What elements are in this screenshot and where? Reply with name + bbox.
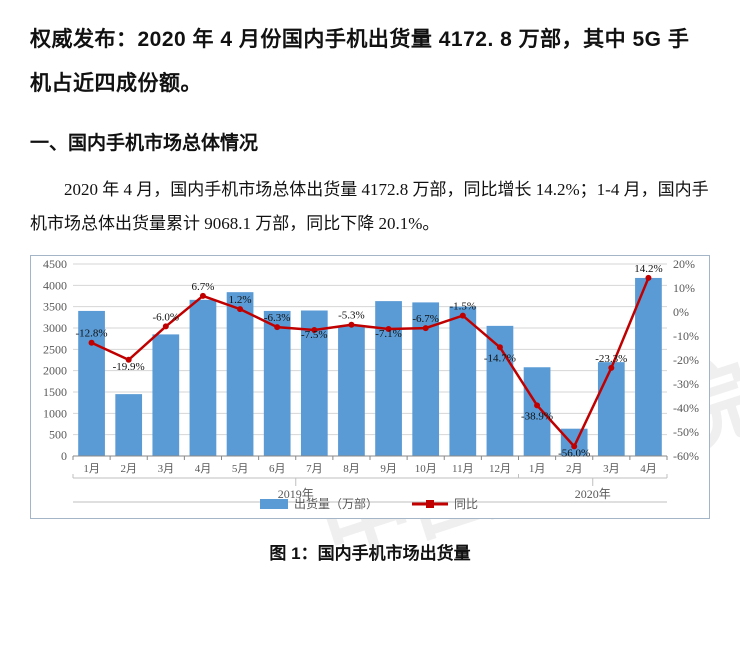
svg-text:2020年: 2020年 bbox=[575, 487, 611, 501]
svg-text:1月: 1月 bbox=[529, 463, 546, 475]
svg-text:10月: 10月 bbox=[415, 463, 437, 475]
svg-text:2500: 2500 bbox=[43, 343, 67, 357]
svg-text:-6.0%: -6.0% bbox=[153, 312, 180, 324]
shipments-chart: 0 500 1000 1500 2000 2500 3000 3500 4000 4500 -60%… bbox=[31, 256, 709, 518]
svg-text:同比: 同比 bbox=[454, 497, 478, 511]
svg-text:-7.5%: -7.5% bbox=[301, 329, 328, 341]
svg-text:2月: 2月 bbox=[566, 463, 583, 475]
svg-text:0: 0 bbox=[61, 449, 67, 463]
chart-container: 0 500 1000 1500 2000 2500 3000 3500 4000 4500 -60%… bbox=[30, 255, 710, 519]
figure-1-caption: 图 1：国内手机市场出货量 bbox=[30, 539, 710, 564]
svg-text:12月: 12月 bbox=[489, 463, 511, 475]
section-title-1: 一、国内手机市场总体情况 bbox=[30, 128, 710, 155]
svg-text:3000: 3000 bbox=[43, 321, 67, 335]
svg-text:2月: 2月 bbox=[120, 463, 137, 475]
svg-text:9月: 9月 bbox=[380, 463, 397, 475]
svg-text:-5.3%: -5.3% bbox=[338, 310, 365, 322]
svg-text:-1.5%: -1.5% bbox=[450, 301, 477, 313]
svg-text:-12.8%: -12.8% bbox=[76, 328, 108, 340]
svg-text:出货量（万部）: 出货量（万部） bbox=[294, 496, 378, 511]
svg-text:1500: 1500 bbox=[43, 385, 67, 399]
svg-text:20%: 20% bbox=[673, 257, 695, 271]
svg-text:-50%: -50% bbox=[673, 425, 699, 439]
headline: 权威发布：2020 年 4 月份国内手机出货量 4172. 8 万部，其中 5G… bbox=[30, 18, 710, 106]
svg-text:-7.1%: -7.1% bbox=[375, 328, 402, 340]
svg-text:-6.7%: -6.7% bbox=[412, 313, 439, 325]
svg-text:4月: 4月 bbox=[640, 463, 657, 475]
svg-text:1000: 1000 bbox=[43, 407, 67, 421]
svg-text:6.7%: 6.7% bbox=[191, 281, 214, 293]
svg-text:0%: 0% bbox=[673, 305, 689, 319]
svg-text:-40%: -40% bbox=[673, 401, 699, 415]
svg-text:4500: 4500 bbox=[43, 257, 67, 271]
svg-text:3500: 3500 bbox=[43, 300, 67, 314]
svg-text:5月: 5月 bbox=[232, 463, 249, 475]
svg-text:7月: 7月 bbox=[306, 463, 323, 475]
svg-text:1月: 1月 bbox=[83, 463, 100, 475]
svg-text:-19.9%: -19.9% bbox=[113, 361, 145, 373]
svg-text:-10%: -10% bbox=[673, 329, 699, 343]
svg-text:-23.3%: -23.3% bbox=[595, 353, 627, 365]
svg-text:-6.3%: -6.3% bbox=[264, 312, 291, 324]
svg-text:-60%: -60% bbox=[673, 449, 699, 463]
svg-text:500: 500 bbox=[49, 428, 67, 442]
svg-text:-56.0%: -56.0% bbox=[558, 448, 590, 460]
svg-text:3月: 3月 bbox=[603, 463, 620, 475]
svg-text:2000: 2000 bbox=[43, 364, 67, 378]
svg-text:-30%: -30% bbox=[673, 377, 699, 391]
svg-text:1.2%: 1.2% bbox=[229, 294, 252, 306]
svg-text:-38.9%: -38.9% bbox=[521, 411, 553, 423]
svg-text:4000: 4000 bbox=[43, 279, 67, 293]
svg-text:11月: 11月 bbox=[452, 463, 474, 475]
svg-text:8月: 8月 bbox=[343, 463, 360, 475]
svg-text:4月: 4月 bbox=[195, 463, 212, 475]
svg-text:-20%: -20% bbox=[673, 353, 699, 367]
svg-text:3月: 3月 bbox=[158, 463, 175, 475]
section1-paragraph: 2020 年 4 月，国内手机市场总体出货量 4172.8 万部，同比增长 14… bbox=[30, 173, 710, 241]
svg-text:10%: 10% bbox=[673, 281, 695, 295]
svg-text:14.2%: 14.2% bbox=[634, 263, 662, 275]
svg-text:6月: 6月 bbox=[269, 463, 286, 475]
svg-text:-14.7%: -14.7% bbox=[484, 352, 516, 364]
